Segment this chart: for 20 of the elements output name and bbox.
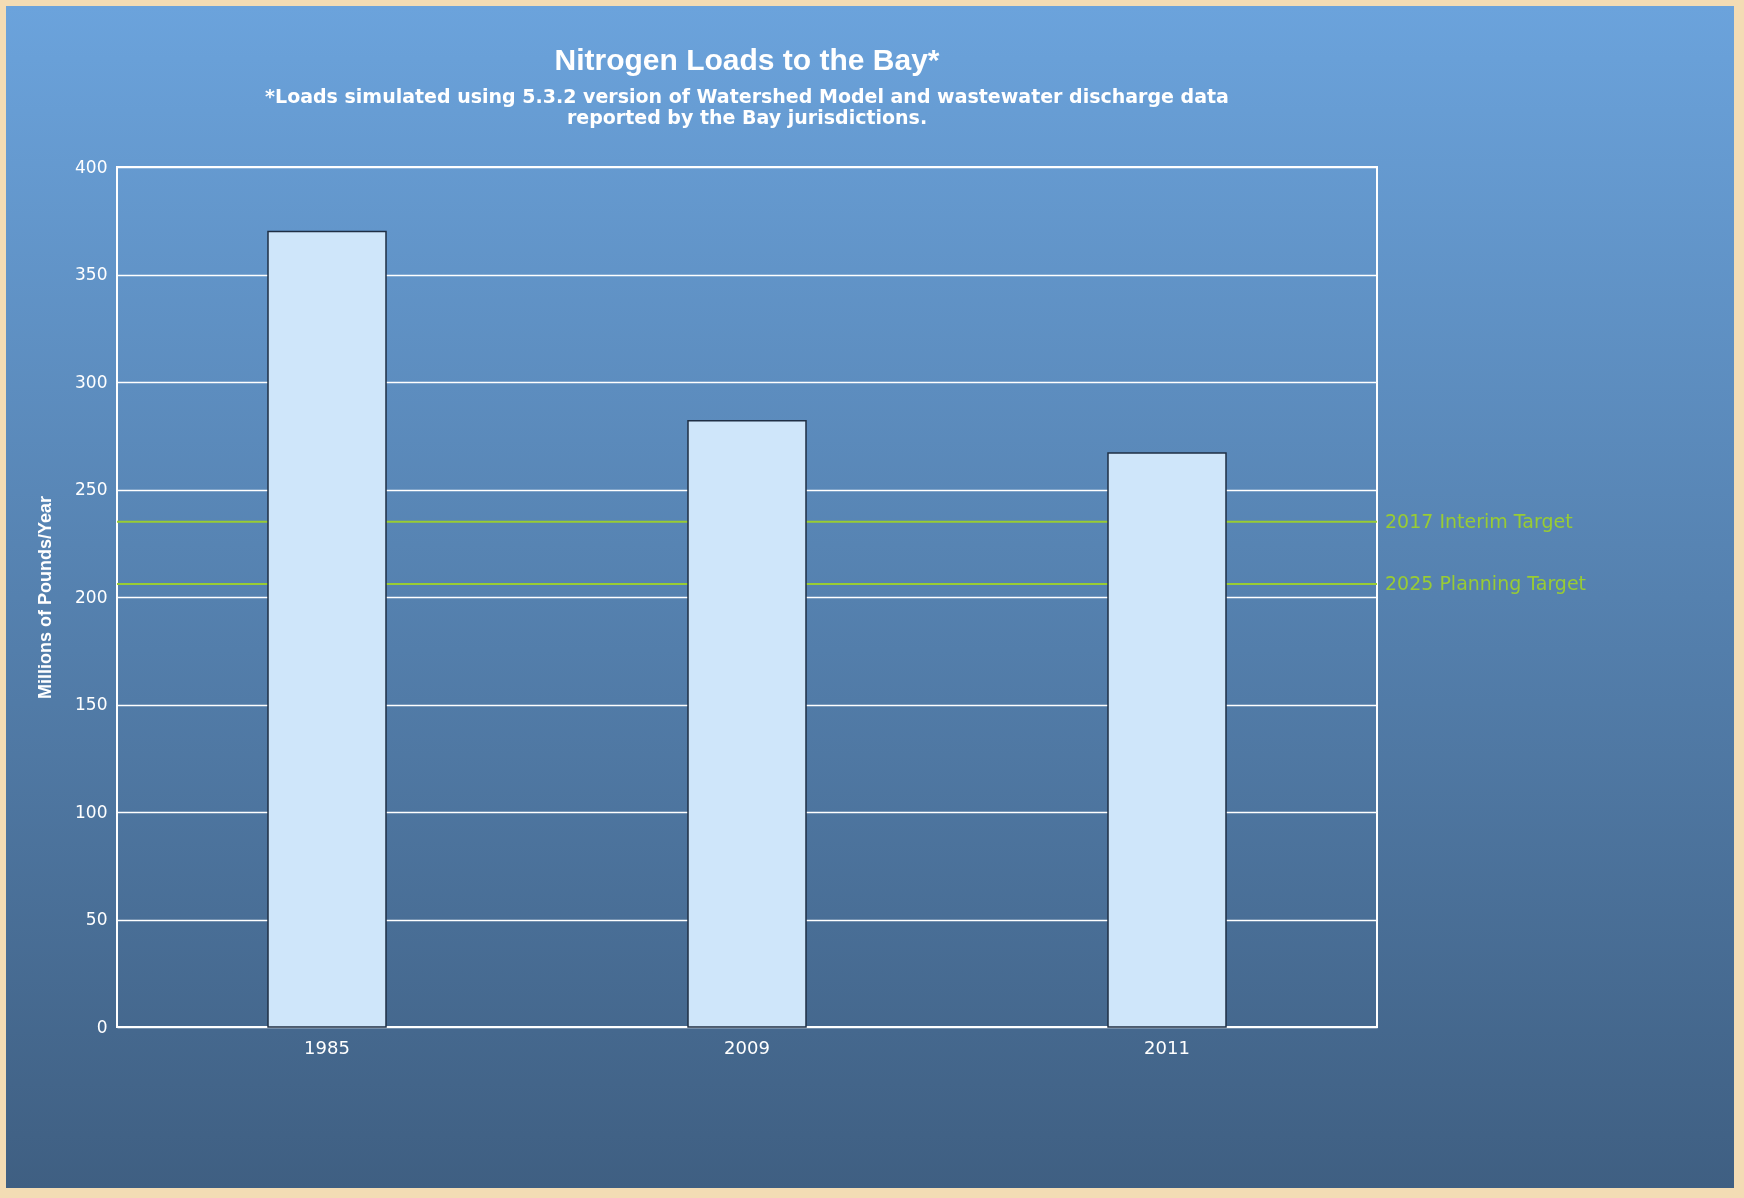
y-tick-label: 150	[75, 694, 108, 714]
bar	[1107, 452, 1227, 1028]
x-tick-label: 2011	[1144, 1036, 1190, 1058]
y-tick-label: 400	[75, 156, 108, 177]
y-tick-label: 50	[85, 909, 108, 929]
x-tick-label: 1985	[304, 1036, 350, 1058]
chart-title: Nitrogen Loads to the Bay*	[554, 43, 940, 76]
ref-line-label: 2017 Interim Target	[1385, 509, 1573, 532]
x-tick-label: 2009	[724, 1036, 770, 1058]
y-tick-label: 350	[75, 264, 108, 284]
y-axis-title: Millions of Pounds/Year	[35, 495, 56, 700]
y-tick-label: 200	[75, 586, 108, 607]
y-tick-label: 300	[75, 371, 108, 392]
y-tick-label: 0	[96, 1016, 108, 1037]
y-tick-label: 100	[75, 801, 108, 822]
bar	[687, 419, 807, 1028]
ref-line-label: 2025 Planning Target	[1385, 572, 1587, 595]
y-tick-label: 250	[75, 479, 108, 499]
chart-subtitle: *Loads simulated using 5.3.2 version of Watershed Model and wastewater discharge data reported by the Bay jurisdictions.	[265, 85, 1229, 128]
bar	[267, 230, 387, 1028]
